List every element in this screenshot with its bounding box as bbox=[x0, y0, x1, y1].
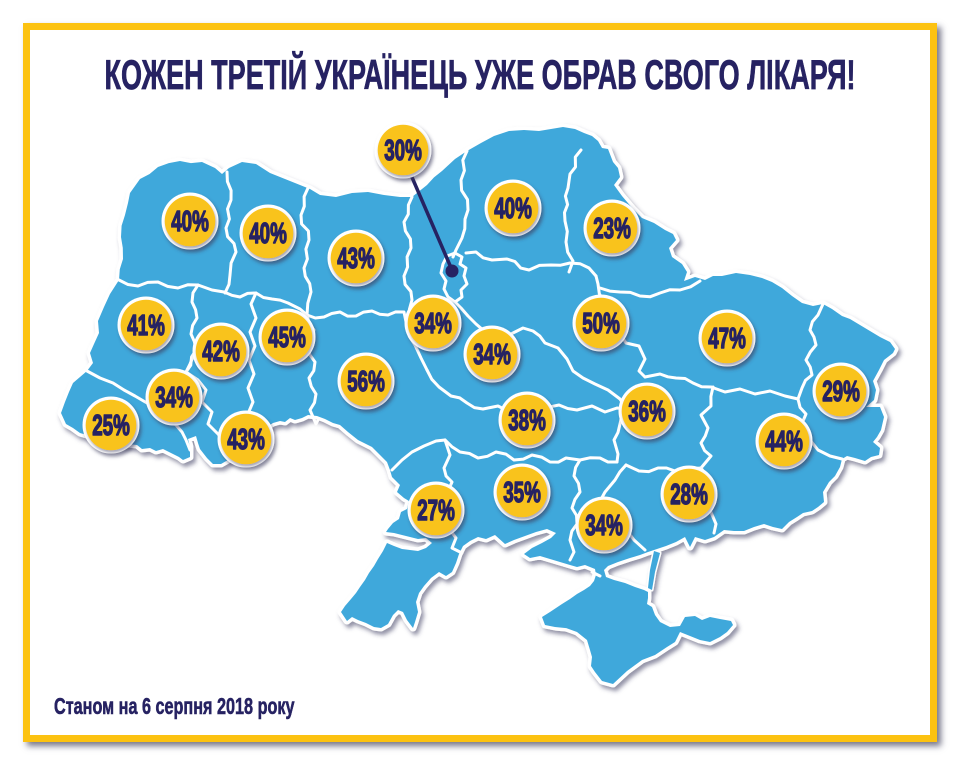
svg-text:35%: 35% bbox=[503, 477, 541, 509]
svg-text:34%: 34% bbox=[585, 510, 623, 542]
svg-text:23%: 23% bbox=[593, 213, 631, 245]
svg-text:47%: 47% bbox=[708, 323, 746, 355]
svg-text:43%: 43% bbox=[227, 424, 265, 456]
svg-text:44%: 44% bbox=[765, 426, 803, 458]
svg-text:34%: 34% bbox=[473, 339, 511, 371]
svg-text:36%: 36% bbox=[628, 396, 666, 428]
svg-text:40%: 40% bbox=[249, 218, 287, 250]
svg-text:34%: 34% bbox=[414, 308, 452, 340]
svg-text:41%: 41% bbox=[127, 310, 165, 342]
svg-text:28%: 28% bbox=[670, 479, 708, 511]
svg-text:40%: 40% bbox=[494, 193, 532, 225]
svg-text:40%: 40% bbox=[171, 206, 209, 238]
svg-text:56%: 56% bbox=[347, 366, 385, 398]
svg-text:45%: 45% bbox=[268, 322, 306, 354]
svg-text:42%: 42% bbox=[202, 336, 240, 368]
svg-text:34%: 34% bbox=[155, 382, 193, 414]
svg-text:27%: 27% bbox=[417, 495, 455, 527]
svg-text:25%: 25% bbox=[92, 410, 130, 442]
svg-text:38%: 38% bbox=[508, 405, 546, 437]
svg-text:50%: 50% bbox=[582, 308, 620, 340]
svg-text:29%: 29% bbox=[822, 376, 860, 408]
svg-text:30%: 30% bbox=[384, 135, 422, 167]
svg-text:43%: 43% bbox=[337, 243, 375, 275]
